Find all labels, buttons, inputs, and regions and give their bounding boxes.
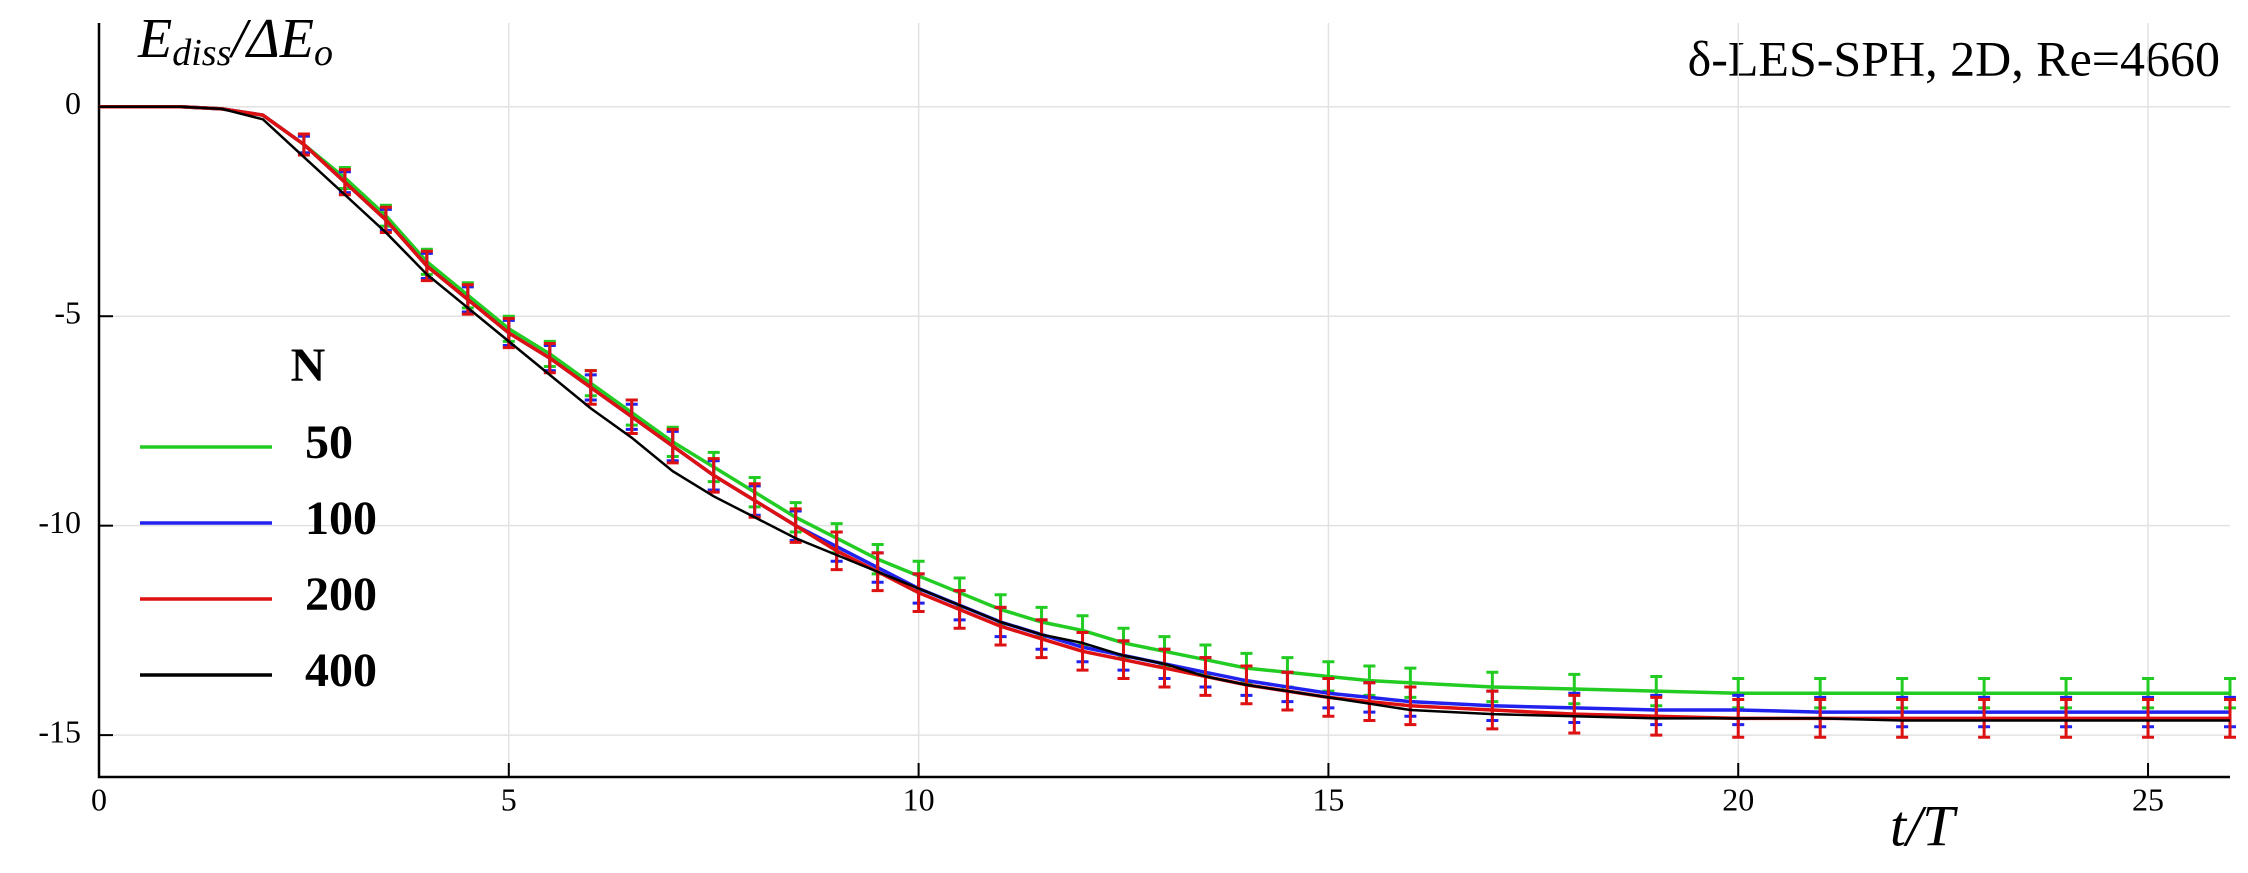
error-bar — [707, 457, 720, 494]
y-tick-label: -10 — [38, 504, 81, 540]
error-bar — [1568, 693, 1581, 735]
error-bar — [1978, 698, 1991, 739]
legend-label: 400 — [305, 644, 377, 697]
error-bar — [1896, 698, 1909, 739]
error-bar — [1404, 685, 1417, 727]
error-bar — [830, 530, 843, 572]
series-line — [99, 105, 2230, 695]
y-label-part: diss — [172, 32, 231, 74]
y-tick-label: -5 — [54, 295, 81, 331]
legend-title: N — [291, 339, 326, 392]
series-line — [99, 105, 2230, 721]
legend-label: 100 — [305, 492, 377, 545]
y-axis-label: Ediss/ΔEo — [137, 8, 333, 74]
series-line — [99, 105, 2230, 714]
x-tick-label: 15 — [1312, 781, 1344, 817]
x-axis-label: t/T — [1890, 793, 1958, 858]
error-bar — [1076, 630, 1089, 672]
error-bar — [1158, 647, 1171, 689]
chart-title: δ-LES-SPH, 2D, Re=4660 — [1688, 30, 2220, 86]
legend-label: 50 — [305, 416, 353, 469]
x-tick-label: 0 — [91, 781, 107, 817]
x-tick-label: 5 — [501, 781, 517, 817]
error-bar — [1363, 681, 1376, 722]
axis-frame — [97, 23, 2230, 779]
y-label-part: E — [137, 8, 172, 70]
error-bar — [1486, 689, 1499, 731]
error-bar — [2060, 698, 2073, 739]
legend: N 50 100 200 400 — [140, 339, 377, 697]
y-tick-label: -15 — [38, 713, 81, 749]
y-tick-label: 0 — [65, 85, 81, 121]
legend-label: 200 — [305, 568, 377, 621]
error-bar — [1035, 618, 1048, 660]
y-label-part: o — [314, 32, 333, 74]
error-bar — [666, 427, 679, 465]
error-bar — [2224, 698, 2236, 739]
x-tick-label: 20 — [1722, 781, 1754, 817]
x-tick-label: 10 — [903, 781, 935, 817]
x-tick-label: 25 — [2132, 781, 2164, 817]
error-bar — [1117, 639, 1130, 681]
error-bar — [953, 589, 966, 630]
error-bar — [994, 605, 1007, 647]
error-bar — [2142, 698, 2155, 739]
series-line — [99, 105, 2230, 722]
error-bar — [912, 572, 925, 614]
error-bar — [1650, 695, 1663, 737]
y-label-part: /ΔE — [228, 8, 314, 70]
